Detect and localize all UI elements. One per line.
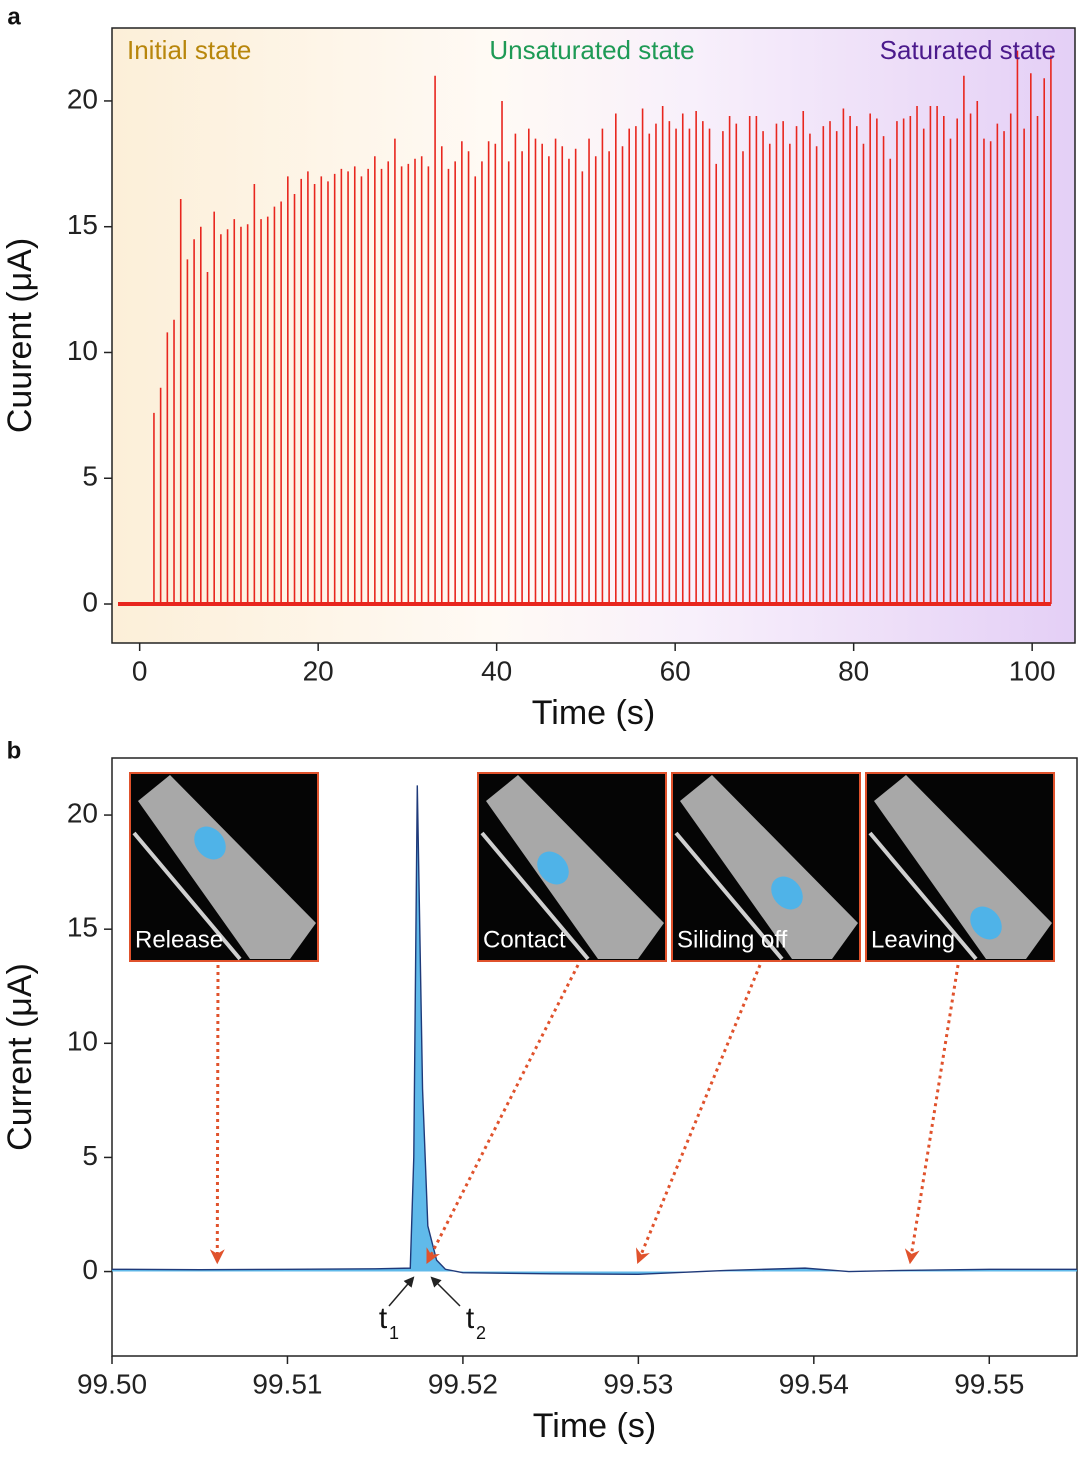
plot-frame: [111, 757, 1078, 1357]
y-tick-label: 0: [82, 1254, 98, 1285]
pointer-arrow: [209, 964, 225, 1265]
y-axis-label: Current (μA): [1, 963, 39, 1151]
y-tick-label: 15: [67, 209, 98, 240]
inset-label: Siliding off: [677, 926, 788, 953]
y-tick-label: 10: [67, 1026, 98, 1057]
inset-edge: [132, 831, 242, 961]
x-tick-label: 60: [660, 655, 691, 686]
inset-label: Release: [135, 926, 223, 953]
inset-label: Leaving: [871, 926, 955, 953]
x-tick-label: 0: [132, 655, 148, 686]
x-tick-label: 40: [481, 655, 512, 686]
plot-background: [112, 28, 1075, 643]
inset-label: Contact: [483, 926, 566, 953]
panel-label: b: [7, 737, 22, 764]
droplet: [194, 826, 226, 860]
state-label: Unsaturated state: [489, 35, 694, 65]
x-tick-label: 99.53: [603, 1368, 673, 1399]
inset-strip: [874, 775, 1052, 959]
inset-strip: [486, 775, 664, 959]
droplet: [970, 906, 1002, 940]
y-tick-label: 15: [67, 912, 98, 943]
state-label: Initial state: [127, 35, 251, 65]
trace-line: [111, 785, 1077, 1275]
pointer-arrow: [904, 964, 960, 1265]
y-tick-label: 20: [67, 83, 98, 114]
inset-photo: Leaving: [865, 772, 1055, 962]
x-tick-label: 99.54: [779, 1368, 849, 1399]
inset-photo: Siliding off: [671, 772, 861, 962]
y-tick-label: 0: [82, 586, 98, 617]
pointer-arrow: [426, 964, 580, 1264]
x-tick-label: 20: [303, 655, 334, 686]
droplet: [537, 851, 569, 885]
marker-subscript: 2: [476, 1323, 486, 1343]
x-tick-label: 99.55: [954, 1368, 1024, 1399]
inset-edge: [674, 831, 784, 961]
pointer-arrow: [635, 964, 762, 1265]
x-axis-label: Time (s): [532, 694, 655, 732]
inset-photo: Contact: [477, 772, 667, 962]
inset-photo: Release: [129, 772, 319, 962]
plot-frame: [111, 27, 1076, 644]
marker-subscript: 1: [389, 1323, 399, 1343]
inset-edge: [868, 831, 978, 961]
y-axis-label: Cuurent (μA): [1, 238, 39, 433]
droplet: [771, 876, 803, 910]
y-tick-label: 5: [82, 461, 98, 492]
marker-arrow: [430, 1276, 461, 1307]
x-tick-label: 80: [838, 655, 869, 686]
inset-strip: [680, 775, 858, 959]
x-tick-label: 100: [1009, 655, 1056, 686]
marker-arrow: [388, 1276, 415, 1307]
x-tick-label: 99.52: [428, 1368, 498, 1399]
y-tick-label: 5: [82, 1140, 98, 1171]
inset-edge: [480, 831, 590, 961]
marker-label: t: [379, 1302, 388, 1335]
marker-label: t: [466, 1302, 475, 1335]
inset-strip: [138, 775, 316, 959]
y-tick-label: 20: [67, 797, 98, 828]
state-label: Saturated state: [880, 35, 1056, 65]
panel-label: a: [7, 3, 21, 30]
x-axis-label: Time (s): [533, 1407, 656, 1445]
x-tick-label: 99.50: [77, 1368, 147, 1399]
y-tick-label: 10: [67, 335, 98, 366]
x-tick-label: 99.51: [252, 1368, 322, 1399]
